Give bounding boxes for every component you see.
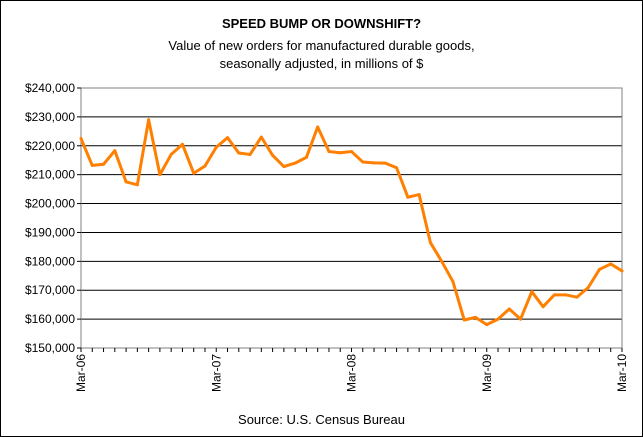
data-point [451, 280, 455, 284]
data-point [237, 151, 241, 155]
data-point [519, 317, 523, 321]
x-tick-label: Mar-08 [345, 354, 359, 392]
data-point [496, 317, 500, 321]
chart-source-note: Source: U.S. Census Bureau [238, 412, 405, 427]
data-point [406, 195, 410, 199]
x-tick-label: Mar-10 [615, 354, 629, 392]
y-tick-label: $230,000 [25, 110, 75, 124]
data-point [462, 318, 466, 322]
data-point [440, 259, 444, 263]
data-point [147, 118, 151, 122]
y-tick-label: $180,000 [25, 254, 75, 268]
chart-subtitle-line-2: seasonally adjusted, in millions of $ [219, 56, 424, 71]
x-tick-label: Mar-06 [74, 354, 88, 392]
y-tick-label: $220,000 [25, 139, 75, 153]
data-point [327, 150, 331, 154]
chart-subtitle-line-1: Value of new orders for manufactured dur… [168, 38, 475, 53]
data-point [214, 145, 218, 149]
data-point [597, 267, 601, 271]
y-tick-label: $160,000 [25, 312, 75, 326]
data-point [372, 161, 376, 165]
data-point [271, 153, 275, 157]
data-point [541, 305, 545, 309]
y-tick-label: $200,000 [25, 197, 75, 211]
data-point [169, 152, 173, 156]
data-point [575, 295, 579, 299]
data-point [383, 161, 387, 165]
data-point [304, 155, 308, 159]
data-point [180, 142, 184, 146]
y-tick-label: $240,000 [25, 81, 75, 95]
data-point [564, 293, 568, 297]
data-point [248, 152, 252, 156]
data-point [620, 269, 624, 273]
data-point [530, 290, 534, 294]
data-point [158, 173, 162, 177]
y-tick-label: $170,000 [25, 283, 75, 297]
data-point [507, 307, 511, 311]
data-point [259, 135, 263, 139]
data-point [293, 161, 297, 165]
data-point [192, 171, 196, 175]
chart-title: SPEED BUMP OR DOWNSHIFT? [221, 16, 422, 31]
data-point [586, 286, 590, 290]
x-tick-label: Mar-07 [209, 354, 223, 392]
data-point [350, 150, 353, 154]
data-point [124, 180, 128, 184]
data-point [552, 293, 556, 297]
data-point [90, 163, 94, 167]
data-point [226, 136, 230, 140]
x-tick-label: Mar-09 [480, 354, 494, 392]
data-point [609, 262, 613, 266]
data-point [417, 193, 421, 197]
data-point [203, 164, 207, 168]
y-tick-label: $210,000 [25, 168, 75, 182]
data-point [395, 166, 399, 170]
data-point [361, 160, 365, 164]
data-point [473, 315, 477, 319]
data-point [338, 151, 342, 155]
y-tick-label: $190,000 [25, 225, 75, 239]
data-point [102, 162, 106, 166]
data-point [282, 165, 286, 169]
data-point [428, 241, 432, 245]
data-point [485, 323, 489, 327]
y-tick-label: $150,000 [25, 341, 75, 355]
data-point [135, 183, 139, 187]
data-point [316, 125, 320, 129]
data-point [79, 137, 83, 141]
plot-area [80, 87, 623, 349]
data-point [113, 149, 117, 153]
